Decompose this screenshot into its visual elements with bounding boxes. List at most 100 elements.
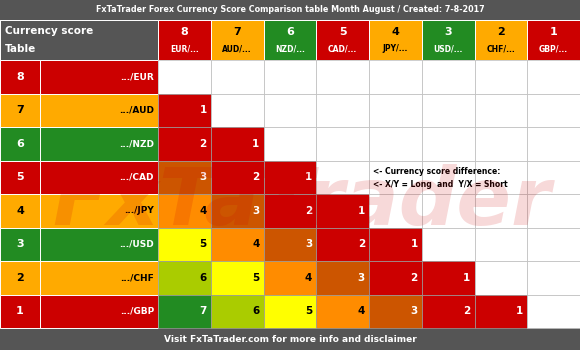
Text: 3: 3 xyxy=(252,206,259,216)
Bar xyxy=(369,228,422,261)
Text: 6: 6 xyxy=(252,306,259,316)
Bar xyxy=(158,194,211,228)
Text: 1: 1 xyxy=(463,273,470,283)
Bar xyxy=(40,228,158,261)
Bar xyxy=(0,93,40,127)
Bar xyxy=(316,261,369,294)
Text: 7: 7 xyxy=(16,105,24,115)
Text: AUD/...: AUD/... xyxy=(222,44,252,53)
Bar xyxy=(211,194,263,228)
Text: CAD/...: CAD/... xyxy=(328,44,357,53)
Bar xyxy=(0,127,40,161)
Text: 7: 7 xyxy=(233,27,241,37)
Text: FxTaTrader Forex Currency Score Comparison table Month August / Created: 7-8-201: FxTaTrader Forex Currency Score Comparis… xyxy=(96,6,484,14)
Bar xyxy=(422,20,474,60)
Bar xyxy=(527,127,580,161)
Bar xyxy=(0,228,40,261)
Bar xyxy=(422,60,474,93)
Text: JPY/...: JPY/... xyxy=(383,44,408,53)
Bar xyxy=(527,60,580,93)
Bar xyxy=(263,161,316,194)
Bar xyxy=(158,294,211,328)
Bar xyxy=(527,161,580,194)
Text: 3: 3 xyxy=(200,172,206,182)
Text: 3: 3 xyxy=(16,239,24,249)
Bar xyxy=(263,93,316,127)
Text: 4: 4 xyxy=(305,273,312,283)
Bar xyxy=(0,0,580,20)
Text: NZD/...: NZD/... xyxy=(275,44,305,53)
Bar xyxy=(316,60,369,93)
Text: 1: 1 xyxy=(516,306,523,316)
Bar xyxy=(422,294,474,328)
Bar xyxy=(422,93,474,127)
Bar xyxy=(316,294,369,328)
Text: 6: 6 xyxy=(286,27,294,37)
Bar xyxy=(0,328,580,350)
Text: 2: 2 xyxy=(252,172,259,182)
Bar xyxy=(369,93,422,127)
Bar xyxy=(158,93,211,127)
Bar xyxy=(316,228,369,261)
Text: 4: 4 xyxy=(252,239,259,249)
Bar xyxy=(316,161,369,194)
Bar xyxy=(0,20,158,60)
Text: 1: 1 xyxy=(305,172,312,182)
Bar xyxy=(40,93,158,127)
Bar xyxy=(263,261,316,294)
Bar xyxy=(40,294,158,328)
Bar xyxy=(527,194,580,228)
Bar xyxy=(474,20,527,60)
Bar xyxy=(158,228,211,261)
Text: EUR/...: EUR/... xyxy=(170,44,199,53)
Bar xyxy=(211,127,263,161)
Bar xyxy=(158,161,211,194)
Bar xyxy=(474,261,527,294)
Text: 5: 5 xyxy=(200,239,206,249)
Text: 2: 2 xyxy=(463,306,470,316)
Bar xyxy=(316,127,369,161)
Bar xyxy=(0,261,40,294)
Bar xyxy=(40,194,158,228)
Text: .../JPY: .../JPY xyxy=(124,206,154,215)
Bar xyxy=(527,20,580,60)
Bar xyxy=(316,93,369,127)
Bar xyxy=(316,194,369,228)
Text: 7: 7 xyxy=(200,306,206,316)
Bar xyxy=(211,261,263,294)
Bar xyxy=(369,261,422,294)
Text: 8: 8 xyxy=(180,27,188,37)
Text: .../USD: .../USD xyxy=(119,240,154,249)
Text: .../GBP: .../GBP xyxy=(119,307,154,316)
Bar xyxy=(474,60,527,93)
Bar xyxy=(474,294,527,328)
Bar xyxy=(474,93,527,127)
Text: .../CAD: .../CAD xyxy=(119,173,154,182)
Text: 2: 2 xyxy=(358,239,365,249)
Text: 6: 6 xyxy=(16,139,24,149)
Bar xyxy=(263,20,316,60)
Text: 6: 6 xyxy=(200,273,206,283)
Bar xyxy=(422,127,474,161)
Bar xyxy=(369,294,422,328)
Text: 1: 1 xyxy=(16,306,24,316)
Bar xyxy=(369,161,422,194)
Text: 1: 1 xyxy=(200,105,206,115)
Text: 4: 4 xyxy=(392,27,399,37)
Bar xyxy=(369,20,422,60)
Text: Visit FxTaTrader.com for more info and disclaimer: Visit FxTaTrader.com for more info and d… xyxy=(164,335,416,343)
Bar xyxy=(527,261,580,294)
Text: 2: 2 xyxy=(305,206,312,216)
Text: Currency score: Currency score xyxy=(5,26,93,36)
Text: 2: 2 xyxy=(497,27,505,37)
Bar xyxy=(263,127,316,161)
Text: 4: 4 xyxy=(358,306,365,316)
Text: 4: 4 xyxy=(16,206,24,216)
Text: 3: 3 xyxy=(358,273,365,283)
Bar xyxy=(40,261,158,294)
Bar xyxy=(211,161,263,194)
Bar xyxy=(158,20,211,60)
Bar xyxy=(422,228,474,261)
Bar xyxy=(474,161,527,194)
Text: .../AUD: .../AUD xyxy=(119,106,154,115)
